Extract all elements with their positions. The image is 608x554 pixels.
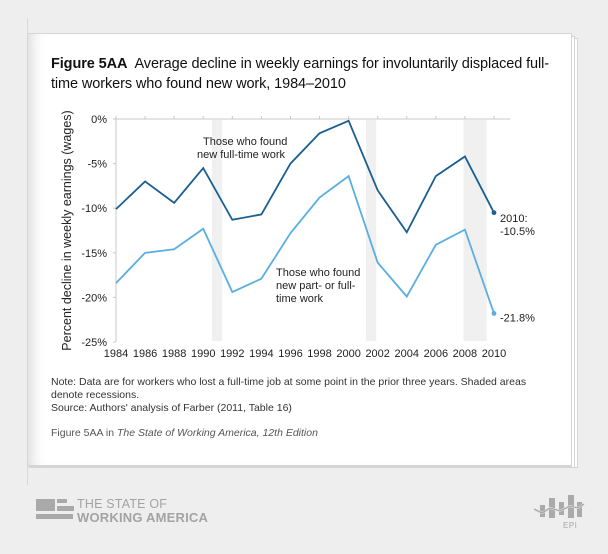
recession-band-0 <box>211 120 223 341</box>
x-tick-label: 1984 <box>104 348 128 360</box>
x-tick-label: 1994 <box>249 348 273 360</box>
brand-line-1: THE STATE OF <box>77 497 168 511</box>
y-tick-label: -5% <box>87 159 107 171</box>
x-tick-label: 2006 <box>424 348 448 360</box>
series-label-part-or-full-time: Those who found <box>276 267 360 279</box>
x-tick-label: 1996 <box>278 348 302 360</box>
data-point <box>491 210 497 216</box>
x-tick-label: 2004 <box>395 348 419 360</box>
figure-label: Figure 5AA <box>51 56 128 72</box>
recession-band-1 <box>366 120 377 341</box>
y-tick-label: -20% <box>81 292 107 304</box>
brand-line-2: WORKING AMERICA <box>77 510 209 525</box>
x-tick-label: 1990 <box>191 348 215 360</box>
end-label-full-time: 2010: <box>500 213 528 225</box>
x-tick-label: 2002 <box>365 348 389 360</box>
y-tick-label: 0% <box>91 114 107 126</box>
recession-band-2 <box>463 120 487 341</box>
source-text: Source: Authors' analysis of Farber (201… <box>51 402 292 414</box>
x-tick-label: 2000 <box>336 348 360 360</box>
figure-caption: Figure 5AA in The State of Working Ameri… <box>51 427 318 439</box>
figure-title: Figure 5AA Average decline in weekly ear… <box>51 54 551 94</box>
y-axis-label: Percent decline in weekly earnings (wage… <box>60 110 74 350</box>
card-edge-bottom <box>27 465 28 485</box>
x-tick-label: 1998 <box>307 348 331 360</box>
end-label-full-time: -10.5% <box>500 226 535 238</box>
figure-notes: Note: Data are for workers who lost a fu… <box>51 376 561 415</box>
card-edge-top <box>27 18 28 34</box>
x-tick-label: 1992 <box>220 348 244 360</box>
caption-publication: The State of Working America, 12th Editi… <box>116 427 318 439</box>
y-tick-label: -15% <box>81 248 107 260</box>
caption-connector: in <box>102 427 117 439</box>
epi-logo-icon <box>534 495 585 518</box>
note-text: Note: Data are for workers who lost a fu… <box>51 376 527 401</box>
y-tick-label: -25% <box>81 337 107 349</box>
series-line-full-time <box>115 119 495 235</box>
series-label-full-time: new full-time work <box>197 149 286 161</box>
data-point <box>491 311 497 316</box>
figure-title-text: Average decline in weekly earnings for i… <box>51 56 549 92</box>
epi-label: EPI <box>563 521 578 530</box>
series-label-full-time: Those who found <box>203 136 287 148</box>
series-line-part-or-full-time <box>115 174 495 314</box>
end-label-part-or-full-time: -21.8% <box>500 312 535 324</box>
series-label-part-or-full-time: time work <box>276 293 324 305</box>
x-tick-label: 1986 <box>133 348 157 360</box>
state-of-working-america-logo-icon <box>36 499 74 519</box>
x-tick-label: 1988 <box>162 348 186 360</box>
x-tick-label: 2010 <box>482 348 506 360</box>
x-tick-label: 2008 <box>453 348 477 360</box>
series-label-part-or-full-time: new part- or full- <box>276 280 356 292</box>
caption-figure-label: Figure 5AA <box>51 427 103 439</box>
brand-name: THE STATE OF WORKING AMERICA <box>77 497 208 525</box>
y-tick-label: -10% <box>81 203 107 215</box>
